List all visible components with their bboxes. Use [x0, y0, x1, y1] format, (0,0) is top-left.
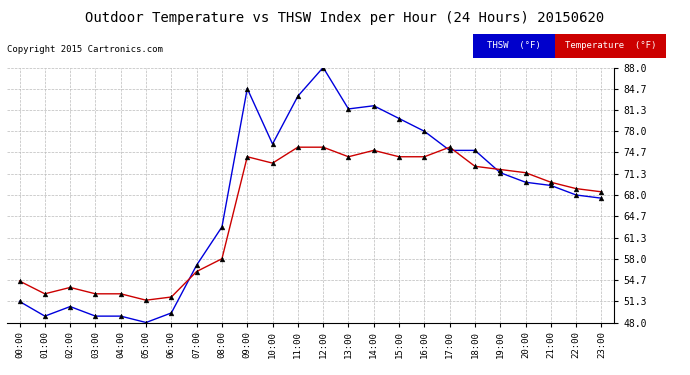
- Text: THSW  (°F): THSW (°F): [487, 42, 541, 51]
- Text: Outdoor Temperature vs THSW Index per Hour (24 Hours) 20150620: Outdoor Temperature vs THSW Index per Ho…: [86, 11, 604, 25]
- Text: Copyright 2015 Cartronics.com: Copyright 2015 Cartronics.com: [7, 45, 163, 54]
- Text: Temperature  (°F): Temperature (°F): [565, 42, 656, 51]
